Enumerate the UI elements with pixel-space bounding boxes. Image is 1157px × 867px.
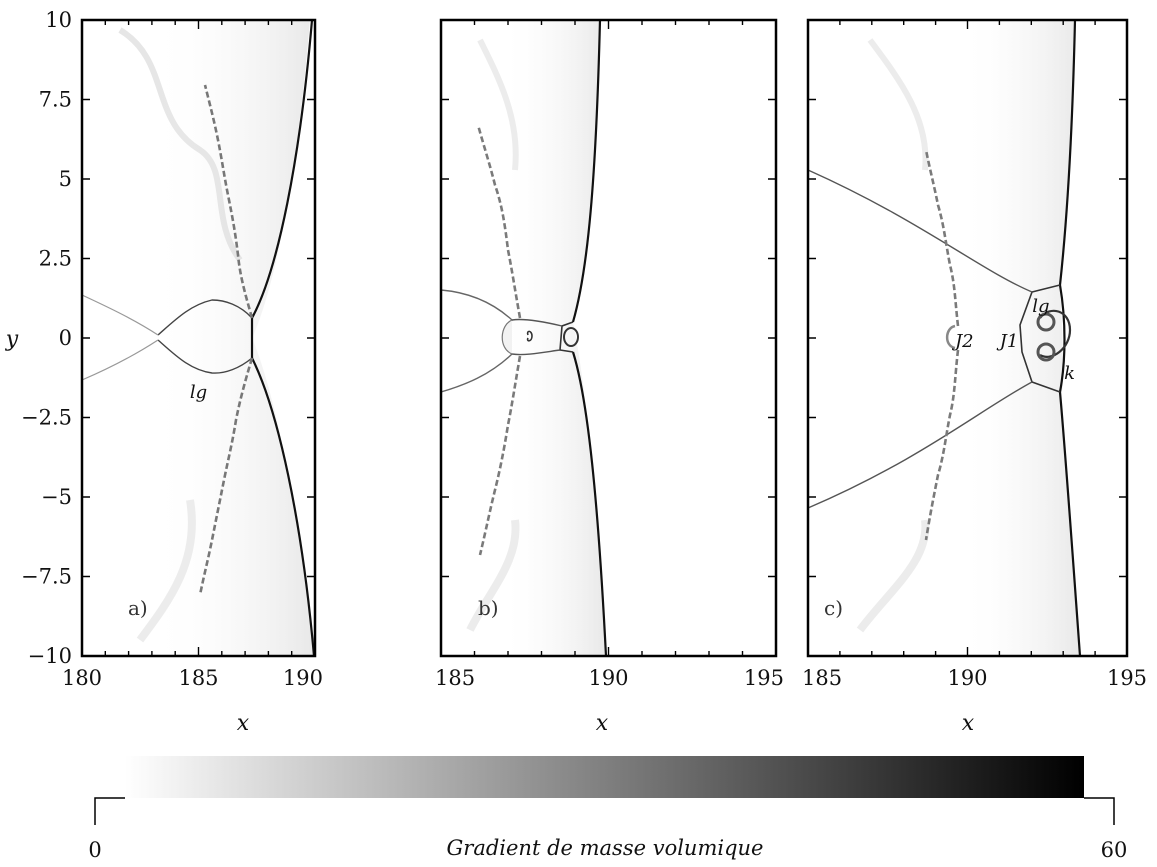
colorbar: 0 60 Gradient de masse volumique: [88, 756, 1127, 862]
panel-a: a): [80, 18, 317, 658]
x-tick-label: 195: [1107, 666, 1147, 690]
panel-b-label: b): [478, 596, 499, 620]
x-tick-label: 185: [802, 666, 842, 690]
x-axis-title-c: x: [962, 711, 975, 736]
colorbar-bracket-left: [94, 797, 125, 825]
x-tick-label: 195: [744, 666, 784, 690]
y-axis-title: y: [5, 327, 19, 352]
panel-b-frame: [439, 18, 778, 658]
annotation-label: J2: [951, 331, 974, 352]
y-tick-label: 7.5: [39, 88, 72, 112]
annotations: lg lg J2 J1 k: [190, 296, 1075, 403]
colorbar-title: Gradient de masse volumique: [447, 836, 764, 860]
panel-c-label: c): [824, 596, 843, 620]
x-tick-label: 190: [283, 666, 323, 690]
y-tick-label: 5: [59, 167, 72, 191]
x-axis-title-b: x: [596, 711, 609, 736]
annotation-label: lg: [1032, 296, 1049, 317]
panel-a-field: [82, 20, 315, 656]
colorbar-max-label: 60: [1101, 838, 1128, 862]
y-tick-label: −7.5: [21, 565, 72, 589]
y-tick-label: 10: [45, 8, 72, 32]
colorbar-bracket-right: [1084, 797, 1115, 825]
y-tick-label: −5: [41, 485, 72, 509]
x-axes: 180 185 190 185 190 195 185 190 195: [62, 20, 1147, 690]
x-tick-label: 185: [178, 666, 218, 690]
panel-c-field: [808, 20, 1082, 656]
y-tick-label: 0: [59, 326, 72, 350]
x-axis-title-a: x: [237, 711, 250, 736]
x-tick-label: 185: [435, 666, 475, 690]
y-axis: 10 7.5 5 2.5 0 −2.5 −5 −7.5 −10: [21, 8, 1127, 668]
y-tick-label: −2.5: [21, 406, 72, 430]
annotation-label: J1: [996, 331, 1019, 352]
x-tick-label: 190: [588, 666, 628, 690]
panel-b: b): [439, 18, 778, 658]
colorbar-min-label: 0: [88, 838, 101, 862]
y-tick-label: 2.5: [39, 247, 72, 271]
x-tick-label: 180: [62, 666, 102, 690]
x-tick-label: 190: [947, 666, 987, 690]
panel-b-field: [441, 20, 608, 656]
colorbar-gradient: [125, 756, 1084, 798]
y-tick-label: −10: [28, 644, 72, 668]
panel-a-label: a): [128, 596, 148, 620]
annotation-label: lg: [190, 382, 207, 403]
annotation-label: k: [1064, 363, 1075, 384]
